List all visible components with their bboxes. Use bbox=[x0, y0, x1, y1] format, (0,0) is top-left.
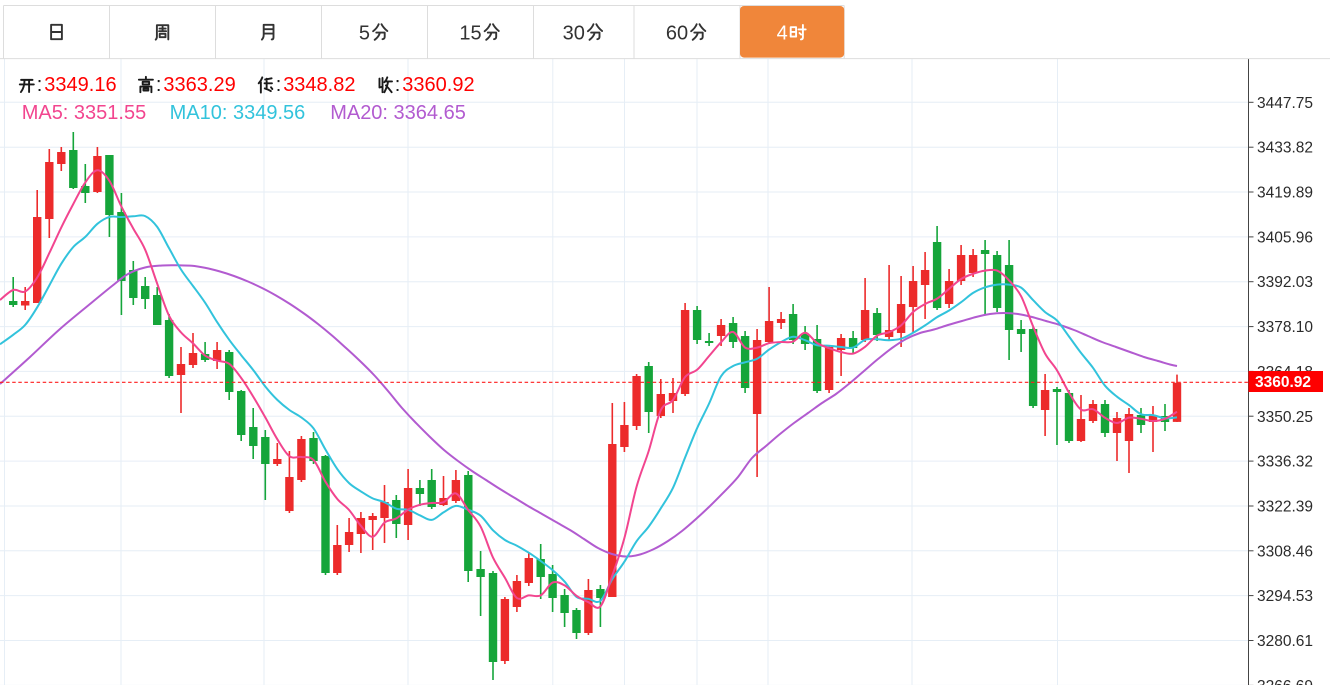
svg-text:3378.10: 3378.10 bbox=[1257, 319, 1313, 336]
svg-text:3322.39: 3322.39 bbox=[1257, 499, 1313, 516]
svg-text:3308.46: 3308.46 bbox=[1257, 543, 1313, 560]
svg-text:4: 4 bbox=[777, 23, 788, 45]
svg-text:3348.82: 3348.82 bbox=[283, 74, 355, 96]
svg-text:MA10: 3349.56: MA10: 3349.56 bbox=[170, 102, 306, 124]
svg-text:3266.69: 3266.69 bbox=[1257, 678, 1313, 685]
svg-text:3419.89: 3419.89 bbox=[1257, 185, 1313, 202]
svg-text::: : bbox=[395, 74, 401, 96]
svg-text::: : bbox=[276, 74, 282, 96]
svg-text:3360.92: 3360.92 bbox=[1255, 374, 1311, 391]
svg-text:3350.25: 3350.25 bbox=[1257, 409, 1313, 426]
svg-text::: : bbox=[156, 74, 162, 96]
svg-text:MA20: 3364.65: MA20: 3364.65 bbox=[330, 102, 466, 124]
svg-text:3280.61: 3280.61 bbox=[1257, 633, 1313, 650]
svg-text:15: 15 bbox=[459, 23, 481, 45]
svg-text:3405.96: 3405.96 bbox=[1257, 229, 1313, 246]
svg-text:3433.82: 3433.82 bbox=[1257, 140, 1313, 157]
svg-text:MA5: 3351.55: MA5: 3351.55 bbox=[22, 102, 147, 124]
svg-text:3392.03: 3392.03 bbox=[1257, 274, 1313, 291]
svg-text:3447.75: 3447.75 bbox=[1257, 95, 1313, 112]
svg-text:3363.29: 3363.29 bbox=[163, 74, 235, 96]
svg-text:3294.53: 3294.53 bbox=[1257, 588, 1313, 605]
svg-text:30: 30 bbox=[563, 23, 585, 45]
svg-text::: : bbox=[37, 74, 43, 96]
svg-text:5: 5 bbox=[359, 23, 370, 45]
svg-text:3336.32: 3336.32 bbox=[1257, 454, 1313, 471]
svg-text:3360.92: 3360.92 bbox=[402, 74, 474, 96]
svg-text:3349.16: 3349.16 bbox=[44, 74, 116, 96]
svg-text:60: 60 bbox=[666, 23, 688, 45]
